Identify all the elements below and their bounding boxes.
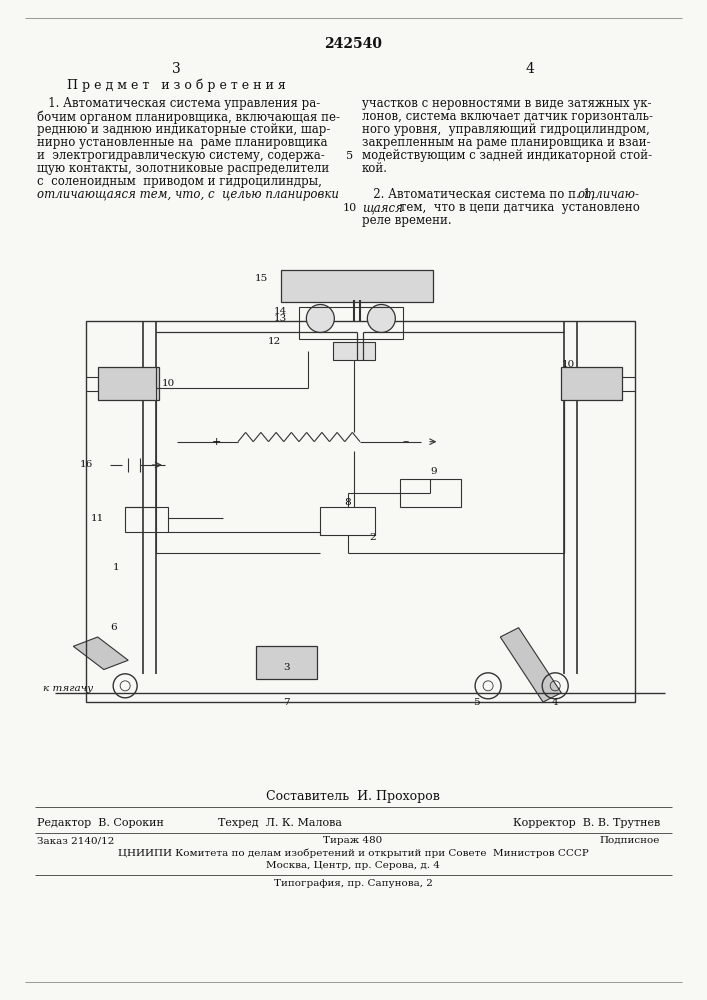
Text: и  электрогидравлическую систему, содержа-: и электрогидравлическую систему, содержа… xyxy=(37,149,325,162)
Bar xyxy=(561,367,622,400)
Text: 4: 4 xyxy=(552,698,559,707)
Text: нирно установленные на  раме планировщика: нирно установленные на раме планировщика xyxy=(37,136,327,149)
Text: кой.: кой. xyxy=(362,162,388,175)
Text: 3: 3 xyxy=(172,62,180,76)
Text: реле времени.: реле времени. xyxy=(362,214,452,227)
Text: отличаю-: отличаю- xyxy=(577,188,639,201)
Text: участков с неровностями в виде затяжных ук-: участков с неровностями в виде затяжных … xyxy=(362,97,651,110)
Text: реднюю и заднюю индикаторные стойки, шар-: реднюю и заднюю индикаторные стойки, шар… xyxy=(37,123,330,136)
Text: 4: 4 xyxy=(525,62,534,76)
Text: 1: 1 xyxy=(112,563,119,572)
Text: лонов, система включает датчик горизонталь-: лонов, система включает датчик горизонта… xyxy=(362,110,653,123)
Text: ЦНИИПИ Комитета по делам изобретений и открытий при Совете  Министров СССР: ЦНИИПИ Комитета по делам изобретений и о… xyxy=(117,849,588,858)
Text: Тираж 480: Тираж 480 xyxy=(323,836,382,845)
Text: 15: 15 xyxy=(255,274,269,283)
Text: 13: 13 xyxy=(274,314,287,323)
Circle shape xyxy=(368,304,395,332)
Text: 5: 5 xyxy=(472,698,479,707)
Text: закрепленным на раме планировщика и взаи-: закрепленным на раме планировщика и взаи… xyxy=(362,136,650,149)
Text: 14: 14 xyxy=(274,307,287,316)
Text: П р е д м е т   и з о б р е т е н и я: П р е д м е т и з о б р е т е н и я xyxy=(66,78,286,92)
Bar xyxy=(98,367,158,400)
Text: –: – xyxy=(402,435,409,448)
Text: 6: 6 xyxy=(110,623,117,632)
Bar xyxy=(125,507,168,532)
Text: 10: 10 xyxy=(343,203,357,213)
Text: 10: 10 xyxy=(561,360,575,369)
Text: ного уровня,  управляющий гидроцилиндром,: ного уровня, управляющий гидроцилиндром, xyxy=(362,123,650,136)
Text: бочим органом планировщика, включающая пе-: бочим органом планировщика, включающая п… xyxy=(37,110,340,123)
Bar xyxy=(399,479,461,507)
Polygon shape xyxy=(74,637,128,670)
Text: модействующим с задней индикаторной стой-: модействующим с задней индикаторной стой… xyxy=(362,149,652,162)
Text: Заказ 2140/12: Заказ 2140/12 xyxy=(37,836,115,845)
Text: щую контакты, золотниковые распределители: щую контакты, золотниковые распределител… xyxy=(37,162,329,175)
Text: 12: 12 xyxy=(267,337,281,346)
Text: 2: 2 xyxy=(369,533,375,542)
Text: к тягачу: к тягачу xyxy=(43,684,93,693)
Text: 1. Автоматическая система управления ра-: 1. Автоматическая система управления ра- xyxy=(37,97,320,110)
Bar xyxy=(299,307,403,339)
Text: 3: 3 xyxy=(284,663,290,672)
Text: 8: 8 xyxy=(344,498,351,507)
Text: Москва, Центр, пр. Серова, д. 4: Москва, Центр, пр. Серова, д. 4 xyxy=(266,861,440,870)
Text: Корректор  В. В. Трутнев: Корректор В. В. Трутнев xyxy=(513,818,660,828)
Bar xyxy=(257,646,317,679)
Text: Составитель  И. Прохоров: Составитель И. Прохоров xyxy=(266,790,440,803)
Text: 2. Автоматическая система по п. 1,: 2. Автоматическая система по п. 1, xyxy=(362,188,598,201)
Text: Типография, пр. Сапунова, 2: Типография, пр. Сапунова, 2 xyxy=(274,879,433,888)
Text: 11: 11 xyxy=(90,514,104,523)
Polygon shape xyxy=(501,628,561,702)
Bar xyxy=(320,507,375,535)
Text: Техред  Л. К. Малова: Техред Л. К. Малова xyxy=(218,818,342,828)
Text: 5: 5 xyxy=(346,151,354,161)
Text: 242540: 242540 xyxy=(324,37,382,51)
Text: Подписное: Подписное xyxy=(600,836,660,845)
Bar xyxy=(86,321,634,702)
Bar xyxy=(281,270,433,302)
Text: 9: 9 xyxy=(430,467,436,476)
Text: щаяся: щаяся xyxy=(362,201,403,214)
Text: 10: 10 xyxy=(162,379,175,388)
Text: тем,  что в цепи датчика  установлено: тем, что в цепи датчика установлено xyxy=(396,201,640,214)
Text: +: + xyxy=(212,437,221,447)
Text: 16: 16 xyxy=(79,460,93,469)
Text: Редактор  В. Сорокин: Редактор В. Сорокин xyxy=(37,818,164,828)
Circle shape xyxy=(306,304,334,332)
Text: отличающаяся тем, что, с  целью планировки: отличающаяся тем, что, с целью планировк… xyxy=(37,188,339,201)
Text: 7: 7 xyxy=(284,698,290,707)
Text: с  соленоидным  приводом и гидроцилиндры,: с соленоидным приводом и гидроцилиндры, xyxy=(37,175,322,188)
Bar xyxy=(332,342,375,360)
